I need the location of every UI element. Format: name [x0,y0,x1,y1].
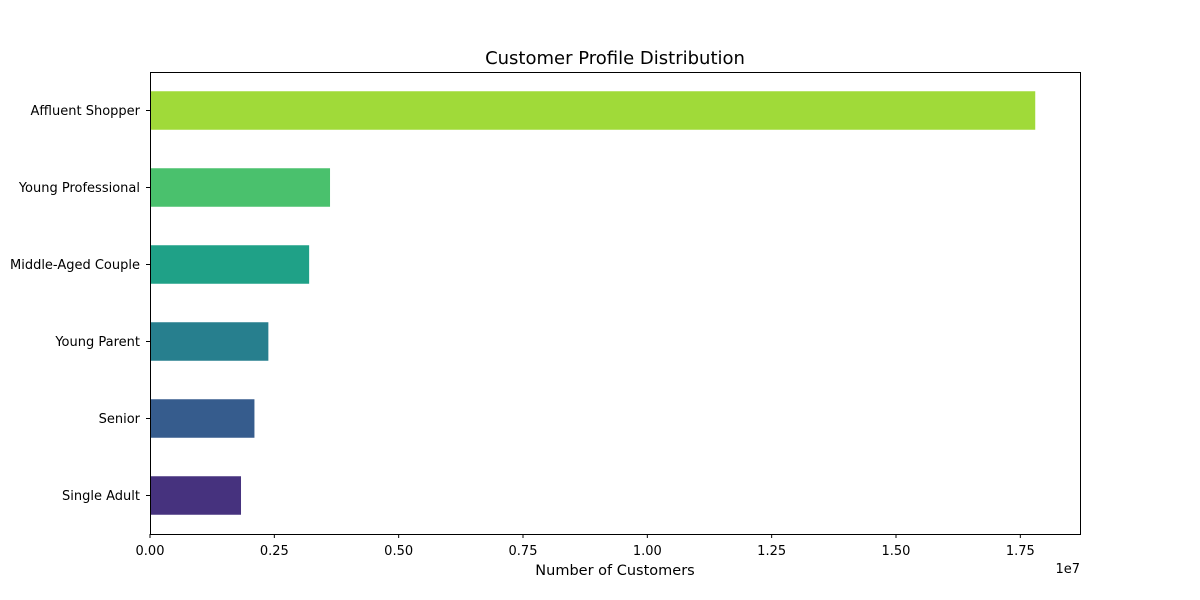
x-tick-label: 1.50 [882,544,911,559]
x-tick-label: 0.00 [136,544,165,559]
x-axis-offset-label: 1e7 [1055,562,1080,577]
x-axis-ticks: 0.00 0.25 0.50 0.75 1.00 1.25 1.50 1.75 [136,534,1035,559]
bars-layer [150,91,1036,515]
y-axis-ticks: Affluent Shopper Young Professional Middle… [10,104,150,504]
plot-frame [150,72,1081,535]
y-tick-label: Affluent Shopper [31,104,141,119]
bar-young-professional [150,168,331,207]
bar-middle-aged-couple [150,245,310,284]
y-tick-label: Middle-Aged Couple [10,258,140,273]
x-tick-label: 1.25 [757,544,786,559]
x-tick-label: 1.00 [633,544,662,559]
x-tick-label: 0.75 [509,544,538,559]
x-tick-label: 0.25 [260,544,289,559]
bar-affluent-shopper [150,91,1036,130]
bar-young-parent [150,322,269,361]
y-tick-label: Senior [99,412,141,427]
y-tick-label: Young Professional [18,181,140,196]
y-tick-label: Young Parent [54,335,140,350]
y-tick-label: Single Adult [62,489,140,504]
bar-senior [150,399,255,438]
bar-single-adult [150,476,242,515]
x-axis-label: Number of Customers [535,563,694,579]
chart-title: Customer Profile Distribution [485,48,745,69]
x-tick-label: 1.75 [1006,544,1035,559]
x-tick-label: 0.50 [384,544,413,559]
